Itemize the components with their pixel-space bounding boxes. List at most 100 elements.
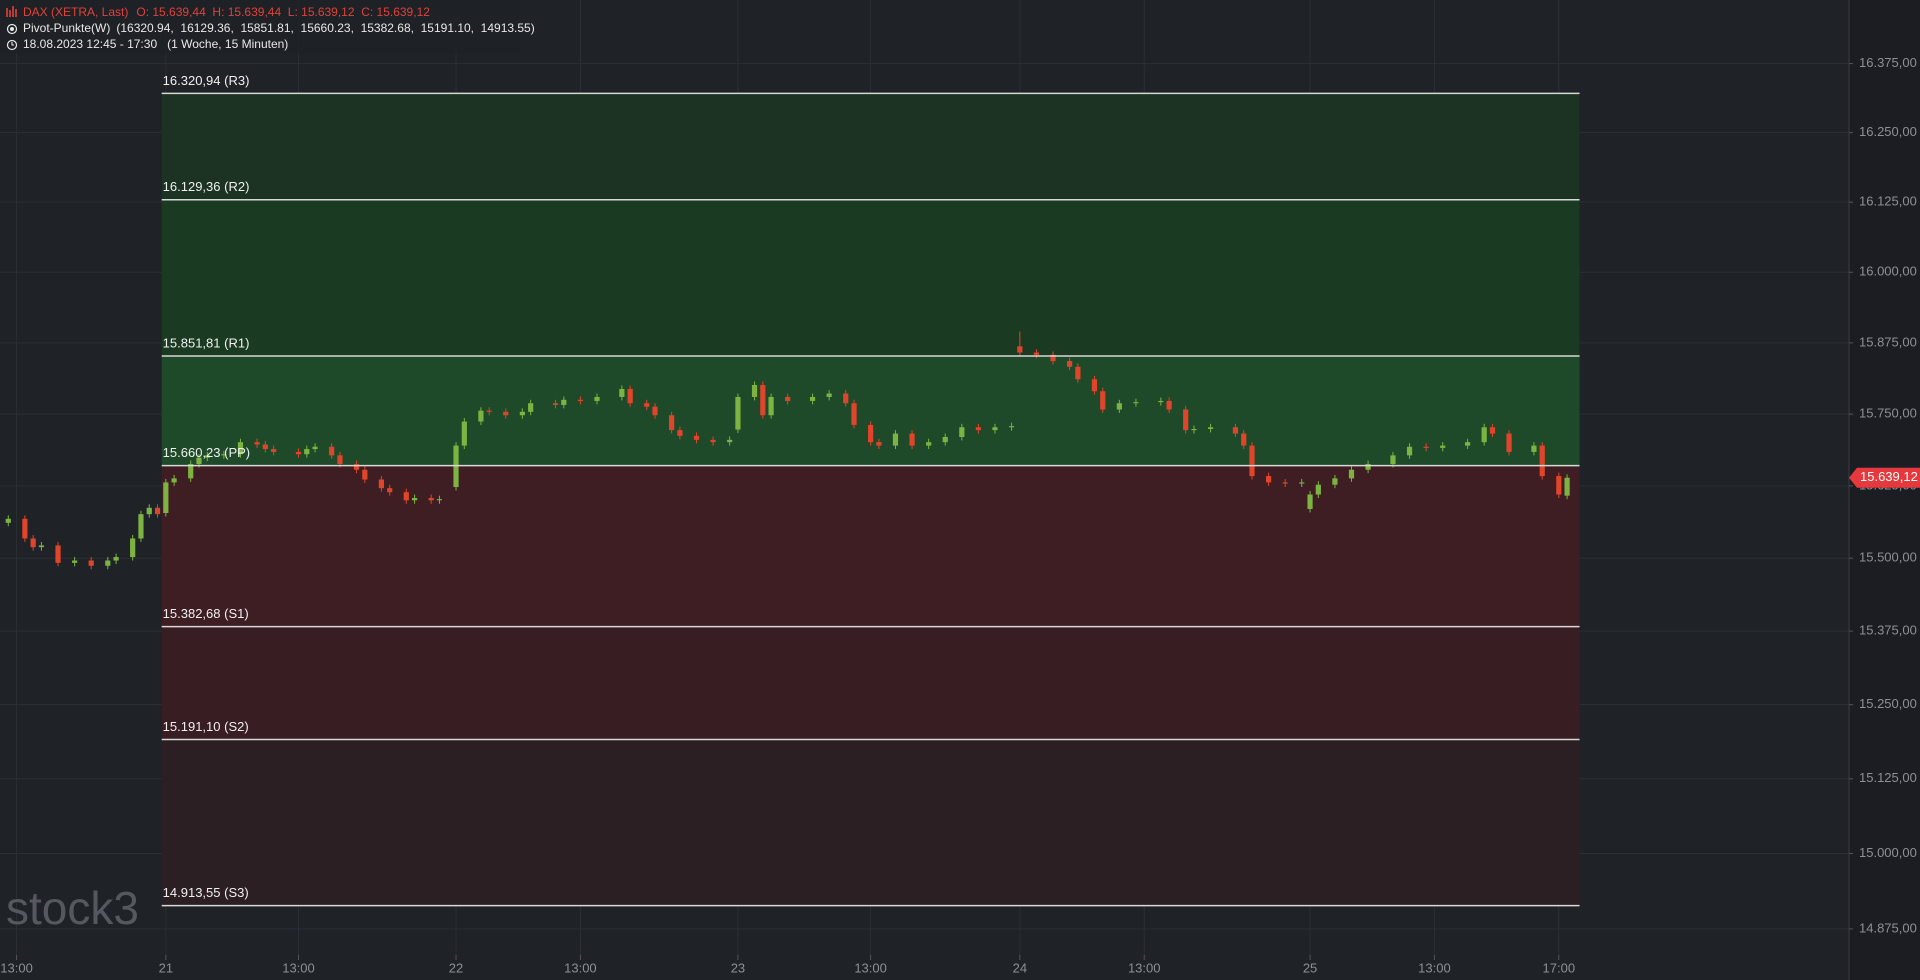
last-price-tag (1849, 467, 1920, 488)
y-tick-label: 15.750,00 (1859, 406, 1917, 421)
candle-body (461, 421, 467, 446)
candle-body (1232, 427, 1239, 434)
candle-body (619, 388, 625, 397)
candle-body (561, 399, 567, 405)
candles (5, 331, 1570, 570)
x-tick-label: 23 (731, 960, 745, 975)
instrument-line: DAX (XETRA, Last) O: 15.639,44 H: 15.639,… (23, 5, 430, 19)
candle-body (577, 399, 584, 401)
pivot-label: 15.851,81 (R1) (163, 335, 250, 350)
y-tick-label: 16.125,00 (1859, 194, 1917, 209)
candle-body (1348, 469, 1355, 479)
x-tick-label: 25 (1303, 960, 1317, 975)
candle-body (221, 454, 227, 456)
candle-body (1008, 426, 1015, 428)
candle-body (851, 403, 857, 425)
candle-body (387, 488, 393, 493)
candle-body (1423, 446, 1429, 448)
candle-body (1183, 409, 1189, 431)
candle-body (1191, 428, 1197, 431)
pivot-label: 16.320,94 (R3) (163, 73, 250, 88)
pivot-zone (161, 93, 1580, 200)
candle-body (1116, 403, 1122, 410)
candle-body (735, 396, 741, 430)
candle-body (271, 449, 277, 452)
candle-body (760, 384, 766, 416)
y-tick-label: 15.500,00 (1859, 550, 1917, 565)
candle-body (478, 410, 484, 422)
candle-body (411, 497, 418, 501)
x-tick-label: 24 (1013, 960, 1027, 975)
candle-body (1100, 391, 1106, 410)
axis-panel (1849, 0, 1920, 980)
candle-body (1440, 445, 1446, 448)
candle-body (693, 435, 700, 440)
candle-body (1506, 433, 1512, 452)
candle-body (163, 482, 169, 513)
candle-body (196, 457, 202, 464)
x-tick-label: 13:00 (0, 960, 33, 975)
candle-body (677, 430, 683, 436)
candle-body (876, 442, 882, 446)
candle-body (528, 403, 534, 412)
candle-body (710, 439, 716, 443)
candle-body (1539, 445, 1545, 477)
candle-body (975, 427, 981, 431)
candle-body (644, 403, 650, 407)
candle-body (1315, 484, 1321, 495)
candle-body (378, 479, 385, 489)
y-tick-label: 15.000,00 (1859, 845, 1917, 860)
candle-body (926, 442, 932, 446)
candle-body (154, 507, 161, 515)
candle-body (329, 446, 335, 456)
pivot-zone (161, 199, 1580, 357)
candle-body (1166, 400, 1172, 410)
indicator-values: (16320.94, 16129.36, 15851.81, 15660.23,… (116, 21, 534, 35)
range: 18.08.2023 12:45 - 17:30 (23, 37, 157, 51)
candle-body (1241, 433, 1247, 446)
y-tick-label: 14.875,00 (1859, 920, 1917, 935)
candle-body (88, 560, 94, 566)
x-tick-label: 13:00 (854, 960, 887, 975)
candle-body (312, 446, 318, 450)
header: DAX (XETRA, Last) O: 15.639,44 H: 15.639,… (0, 0, 535, 54)
candle-body (785, 396, 791, 401)
candle-body (1033, 352, 1040, 355)
candle-body (503, 411, 509, 416)
x-tick-label: 13:00 (1128, 960, 1161, 975)
candle-body (942, 436, 948, 443)
indicator-line: Pivot-Punkte(W) (16320.94, 16129.36, 1585… (23, 21, 535, 35)
candle-body (1489, 427, 1496, 434)
candle-body (1332, 478, 1338, 485)
candle-body (72, 560, 78, 563)
candle-body (1390, 455, 1396, 464)
candle-body (22, 518, 28, 539)
candle-body (909, 433, 915, 446)
candle-body (138, 514, 144, 539)
pivot-label: 15.191,10 (S2) (163, 719, 249, 734)
candle-body (1091, 379, 1098, 392)
candle-body (254, 442, 260, 445)
candle-body (1564, 477, 1570, 496)
candle-body (519, 411, 525, 416)
x-tick-label: 22 (449, 960, 463, 975)
candle-body (486, 410, 492, 412)
pivot-zone (161, 356, 1580, 466)
header-background (0, 0, 520, 54)
candle-body (1017, 346, 1023, 353)
candle-body (337, 455, 343, 464)
candle-body (436, 499, 443, 501)
indicator: Pivot-Punkte(W) (23, 21, 110, 35)
candle-body (428, 497, 434, 501)
indicator-icon-dot (10, 27, 14, 31)
interval: (1 Woche, 15 Minuten) (167, 37, 288, 51)
candle-body (826, 393, 832, 397)
y-tick-label: 15.375,00 (1859, 623, 1917, 638)
x-tick-label: 17:00 (1543, 960, 1576, 975)
candle-body (130, 538, 136, 558)
candle-body (1249, 445, 1255, 477)
pivot-label: 15.660,23 (PP) (163, 445, 250, 460)
y-tick-label: 16.000,00 (1859, 264, 1917, 279)
candle-body (992, 427, 998, 431)
